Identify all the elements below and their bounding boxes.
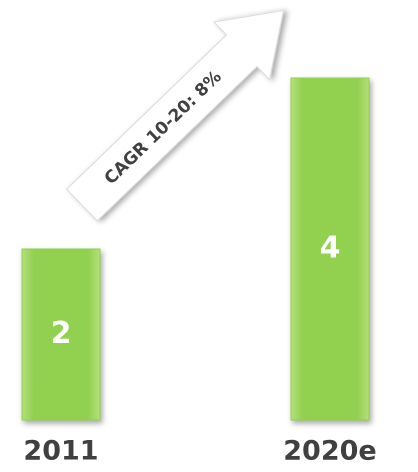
x-tick-label: 2011 xyxy=(23,436,98,467)
x-tick-label: 2020e xyxy=(283,436,376,467)
bar-value-label: 4 xyxy=(320,231,341,266)
annotation-arrow: CAGR 10-20: 8% xyxy=(66,9,285,222)
bar xyxy=(290,77,370,421)
bar xyxy=(21,248,101,421)
bar-value-label: 2 xyxy=(51,316,72,351)
annotation: CAGR 10-20: 8% xyxy=(101,67,226,189)
